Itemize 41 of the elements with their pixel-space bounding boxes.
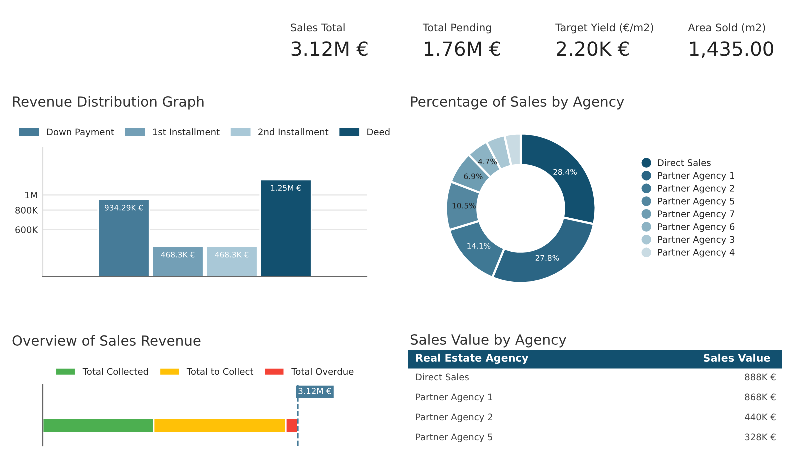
y-tick-label: 800K	[16, 207, 38, 214]
chart-title: Revenue Distribution Graph	[13, 96, 204, 110]
data-label: 328K €	[745, 434, 776, 441]
data-label: 440K €	[745, 414, 776, 421]
category-label: Partner Agency 2	[416, 414, 492, 422]
text: Sales Total	[291, 24, 345, 32]
legend-label: Direct Sales	[658, 159, 711, 166]
text: 2.20K €	[557, 42, 629, 56]
text: 1,435.00	[690, 42, 774, 58]
chart-title: Percentage of Sales by Agency	[411, 96, 624, 110]
legend-label: Partner Agency 1	[658, 172, 734, 181]
legend-label: 1st Installment	[153, 128, 220, 136]
y-tick-label: 600K	[16, 226, 38, 234]
text: 1.76M €	[425, 42, 500, 56]
legend-label: Deed	[368, 128, 390, 136]
text: Sales Value	[704, 354, 770, 362]
text: Sales Value by Agency	[410, 334, 566, 348]
legend-label: Total Overdue	[292, 368, 354, 376]
data-label: 868K €	[745, 394, 776, 401]
legend-label: Partner Agency 2	[658, 185, 734, 194]
category-label: Partner Agency 1	[416, 394, 492, 402]
text: Area Sold (m2)	[688, 24, 766, 33]
data-label: 888K €	[745, 374, 776, 381]
text: 3.12M €	[292, 42, 368, 56]
legend-label: Total to Collect	[186, 368, 254, 376]
text: Target Yield (€/m2)	[556, 24, 654, 34]
legend-label: Partner Agency 3	[658, 236, 735, 245]
y-tick-label: 1M	[26, 192, 38, 199]
category-label: Direct Sales	[416, 374, 469, 381]
legend-label: 2nd Installment	[258, 128, 329, 136]
ref-line-label: 3.12M €	[298, 388, 332, 394]
legend-label: Total Collected	[82, 368, 148, 376]
chart-title: Overview of Sales Revenue	[12, 335, 201, 346]
text: Total Pending	[422, 24, 492, 34]
legend-label: Partner Agency 4	[658, 249, 735, 258]
legend-label: Down Payment	[47, 128, 114, 138]
category-label: Partner Agency 5	[416, 434, 492, 442]
text: Real Estate Agency	[416, 354, 529, 364]
legend-label: Partner Agency 7	[658, 210, 734, 220]
legend-label: Partner Agency 6	[658, 223, 735, 232]
legend-label: Partner Agency 5	[658, 198, 734, 206]
